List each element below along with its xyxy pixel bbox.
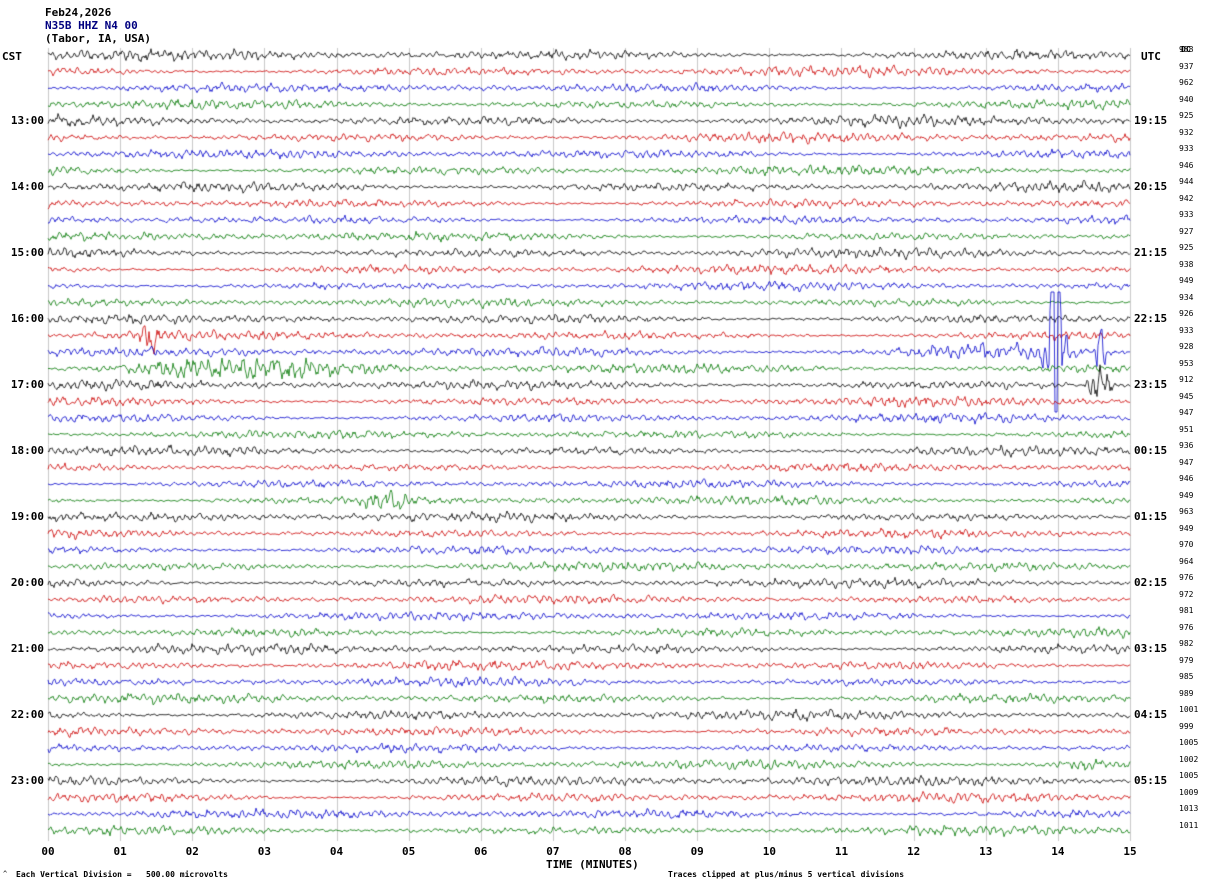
- dc-value: 951: [1179, 424, 1194, 434]
- cst-hour-label: 20:00: [10, 576, 44, 589]
- x-tick-label: 12: [906, 845, 921, 858]
- dc-value: 944: [1179, 177, 1194, 186]
- x-tick-label: 02: [185, 845, 199, 858]
- dc-value: 999: [1179, 721, 1194, 731]
- x-tick-label: 10: [762, 845, 776, 858]
- x-tick-label: 06: [474, 845, 488, 858]
- dc-value: 926: [1179, 309, 1194, 318]
- dc-value: 938: [1179, 259, 1194, 269]
- dc-value: 1009: [1179, 787, 1199, 797]
- x-tick-label: 08: [618, 845, 632, 858]
- dc-value: 949: [1179, 276, 1194, 285]
- dc-value: 912: [1179, 375, 1194, 384]
- cst-hour-label: 19:00: [10, 510, 44, 523]
- x-tick-label: 04: [329, 845, 344, 858]
- utc-hour-label: 04:15: [1134, 708, 1168, 721]
- x-tick-label: 03: [257, 845, 272, 858]
- utc-hour-label: 22:15: [1134, 312, 1168, 325]
- dc-value: 989: [1179, 688, 1194, 698]
- cst-hour-label: 21:00: [10, 642, 44, 655]
- utc-hour-label: 02:15: [1134, 576, 1168, 589]
- corner-mark: ^: [3, 870, 8, 878]
- page-title-station: N35B HHZ N4 00: [45, 19, 138, 32]
- dc-value: 940: [1179, 94, 1194, 104]
- dc-column-label: DC: [1181, 45, 1191, 54]
- dc-value: 963: [1179, 507, 1194, 516]
- x-tick-label: 00: [41, 845, 55, 858]
- dc-value: 936: [1179, 441, 1194, 450]
- page-title-date: Feb24,2026: [45, 6, 112, 19]
- dc-value: 933: [1179, 325, 1194, 335]
- cst-hour-label: 16:00: [10, 312, 44, 325]
- utc-hour-label: 20:15: [1134, 180, 1168, 193]
- dc-value: 928: [1179, 342, 1194, 351]
- dc-value: 1005: [1179, 771, 1199, 780]
- dc-value: 1002: [1179, 754, 1199, 764]
- cst-hour-label: 15:00: [10, 246, 44, 259]
- dc-value: 953: [1179, 358, 1194, 368]
- dc-value: 925: [1179, 111, 1194, 120]
- x-axis-title: TIME (MINUTES): [546, 858, 639, 871]
- x-tick-label: 07: [546, 845, 560, 858]
- dc-value: 933: [1179, 210, 1194, 219]
- utc-hour-label: 03:15: [1134, 642, 1168, 655]
- x-tick-label: 15: [1123, 845, 1137, 858]
- dc-value: 976: [1179, 573, 1194, 582]
- clip-note: Traces clipped at plus/minus 5 vertical …: [668, 870, 905, 879]
- dc-value: 964: [1179, 556, 1194, 566]
- dc-value: 937: [1179, 61, 1194, 71]
- dc-value: 1005: [1179, 738, 1199, 747]
- dc-value: 942: [1179, 193, 1194, 203]
- dc-value: 981: [1179, 606, 1194, 615]
- x-tick-label: 14: [1051, 845, 1065, 858]
- utc-hour-label: 00:15: [1134, 444, 1168, 457]
- dc-value: 985: [1179, 672, 1194, 681]
- x-tick-label: 01: [113, 845, 127, 858]
- dc-value: 947: [1179, 408, 1194, 417]
- dc-value: 962: [1179, 78, 1194, 87]
- cst-hour-label: 14:00: [10, 180, 44, 193]
- dc-value: 933: [1179, 144, 1194, 153]
- page-title-location: (Tabor, IA, USA): [45, 32, 151, 45]
- cst-hour-label: 13:00: [10, 114, 44, 127]
- dc-value: 947: [1179, 457, 1194, 467]
- dc-value: 1013: [1179, 804, 1199, 813]
- dc-value: 934: [1179, 292, 1194, 302]
- cst-hour-label: 22:00: [10, 708, 44, 721]
- cst-axis-label: CST: [2, 50, 22, 63]
- utc-hour-label: 23:15: [1134, 378, 1168, 391]
- x-tick-label: 09: [690, 845, 704, 858]
- dc-value: 982: [1179, 639, 1194, 648]
- dc-value: 945: [1179, 391, 1194, 401]
- utc-hour-label: 19:15: [1134, 114, 1168, 127]
- dc-value: 946: [1179, 474, 1194, 483]
- x-tick-label: 13: [979, 845, 993, 858]
- dc-value: 976: [1179, 622, 1194, 632]
- dc-value: 970: [1179, 540, 1194, 549]
- x-tick-label: 11: [834, 845, 849, 858]
- cst-hour-label: 18:00: [10, 444, 44, 457]
- x-tick-label: 05: [402, 845, 416, 858]
- dc-value: 979: [1179, 655, 1194, 665]
- dc-value: 949: [1179, 523, 1194, 533]
- dc-value: 932: [1179, 127, 1194, 137]
- dc-value: 972: [1179, 589, 1194, 599]
- dc-value: 925: [1179, 243, 1194, 252]
- utc-hour-label: 05:15: [1134, 774, 1168, 787]
- utc-axis-label: UTC: [1141, 50, 1161, 63]
- dc-value: 1011: [1179, 820, 1199, 830]
- cst-hour-label: 23:00: [10, 774, 44, 787]
- dc-value: 1001: [1179, 705, 1199, 714]
- dc-value: 949: [1179, 490, 1194, 500]
- scale-note: Each Vertical Division = 500.00 microvol…: [16, 870, 228, 879]
- dc-value: 946: [1179, 160, 1194, 170]
- dc-value: 958: [1179, 45, 1194, 54]
- utc-hour-label: 21:15: [1134, 246, 1168, 259]
- dc-value: 927: [1179, 226, 1194, 236]
- cst-hour-label: 17:00: [10, 378, 44, 391]
- utc-hour-label: 01:15: [1134, 510, 1168, 523]
